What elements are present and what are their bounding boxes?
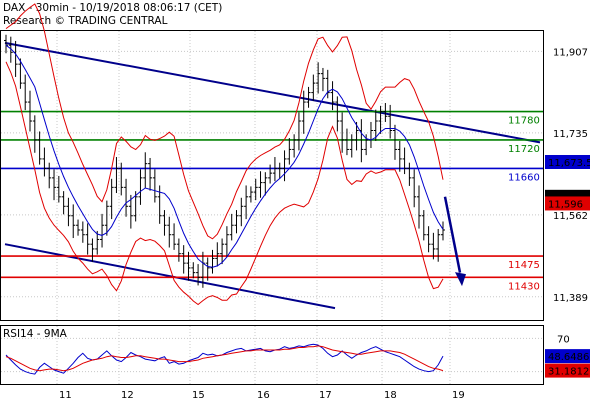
- price-tag-label: 11,673.5: [548, 158, 590, 169]
- projection-arrow-head: [455, 272, 466, 287]
- rsi-series-rsi14: [5, 343, 444, 375]
- rsi-tag-bg: [545, 349, 590, 364]
- price-tag-11,673.5: 11,673.5: [545, 154, 590, 169]
- rsi-tag-label: 31.1812: [548, 367, 589, 378]
- price-panel: 11,389 11,562 11,735 11,907 11780 11720 11660 1…: [1, 3, 590, 400]
- price-tag-label: 11,596: [548, 199, 583, 210]
- price-tag-11,596: 11,596: [545, 196, 590, 211]
- level-label-11660: 11660: [508, 172, 540, 183]
- chart-title: DAX - 30min - 10/19/2018 08:06:17 (CET): [3, 2, 222, 14]
- price-tag-bg: [545, 154, 590, 169]
- price-panel-frame: [0, 30, 544, 321]
- x-axis-label-17: 17: [319, 390, 332, 400]
- lower-channel-line: [4, 243, 336, 310]
- x-axis-label-16: 16: [257, 390, 270, 400]
- x-axis-label-12: 12: [121, 390, 134, 400]
- x-axis-label-19: 19: [452, 390, 465, 400]
- price-y-tick-label: 11,907: [553, 47, 588, 58]
- rsi-tag-bg: [545, 363, 590, 378]
- bollinger-lower-band: [5, 61, 444, 306]
- rsi-panel-title: RSI14 - 9MA: [3, 328, 68, 340]
- price-y-tick-label: 11,735: [553, 129, 588, 140]
- x-axis-label-18: 18: [384, 390, 397, 400]
- rsi-series-9ma: [5, 345, 444, 372]
- level-label-11475: 11475: [508, 260, 540, 271]
- rsi-tag-48.6486: 48.6486: [545, 349, 590, 364]
- upper-channel-line: [4, 41, 541, 144]
- x-axis-label-11: 11: [59, 390, 72, 400]
- rsi-panel-frame: [0, 325, 544, 385]
- rsi-tag-31.1812: 31.1812: [545, 363, 590, 378]
- level-label-11430: 11430: [508, 281, 540, 292]
- price-y-tick-label: 11,562: [553, 211, 588, 222]
- price-tag-bg: [545, 196, 590, 211]
- level-label-11780: 11780: [508, 116, 540, 127]
- level-label-11720: 11720: [508, 144, 540, 155]
- rsi-tag-label: 48.6486: [548, 352, 589, 363]
- chart-subtitle: Research © TRADING CENTRAL: [3, 15, 168, 27]
- bollinger-upper-band: [5, 3, 444, 240]
- rsi-y-tick-label: 70: [557, 334, 570, 345]
- projection-arrow-shaft: [443, 196, 462, 273]
- x-axis-label-15: 15: [192, 390, 205, 400]
- price-y-tick-label: 11,389: [553, 293, 588, 304]
- moving-average-line: [5, 44, 444, 268]
